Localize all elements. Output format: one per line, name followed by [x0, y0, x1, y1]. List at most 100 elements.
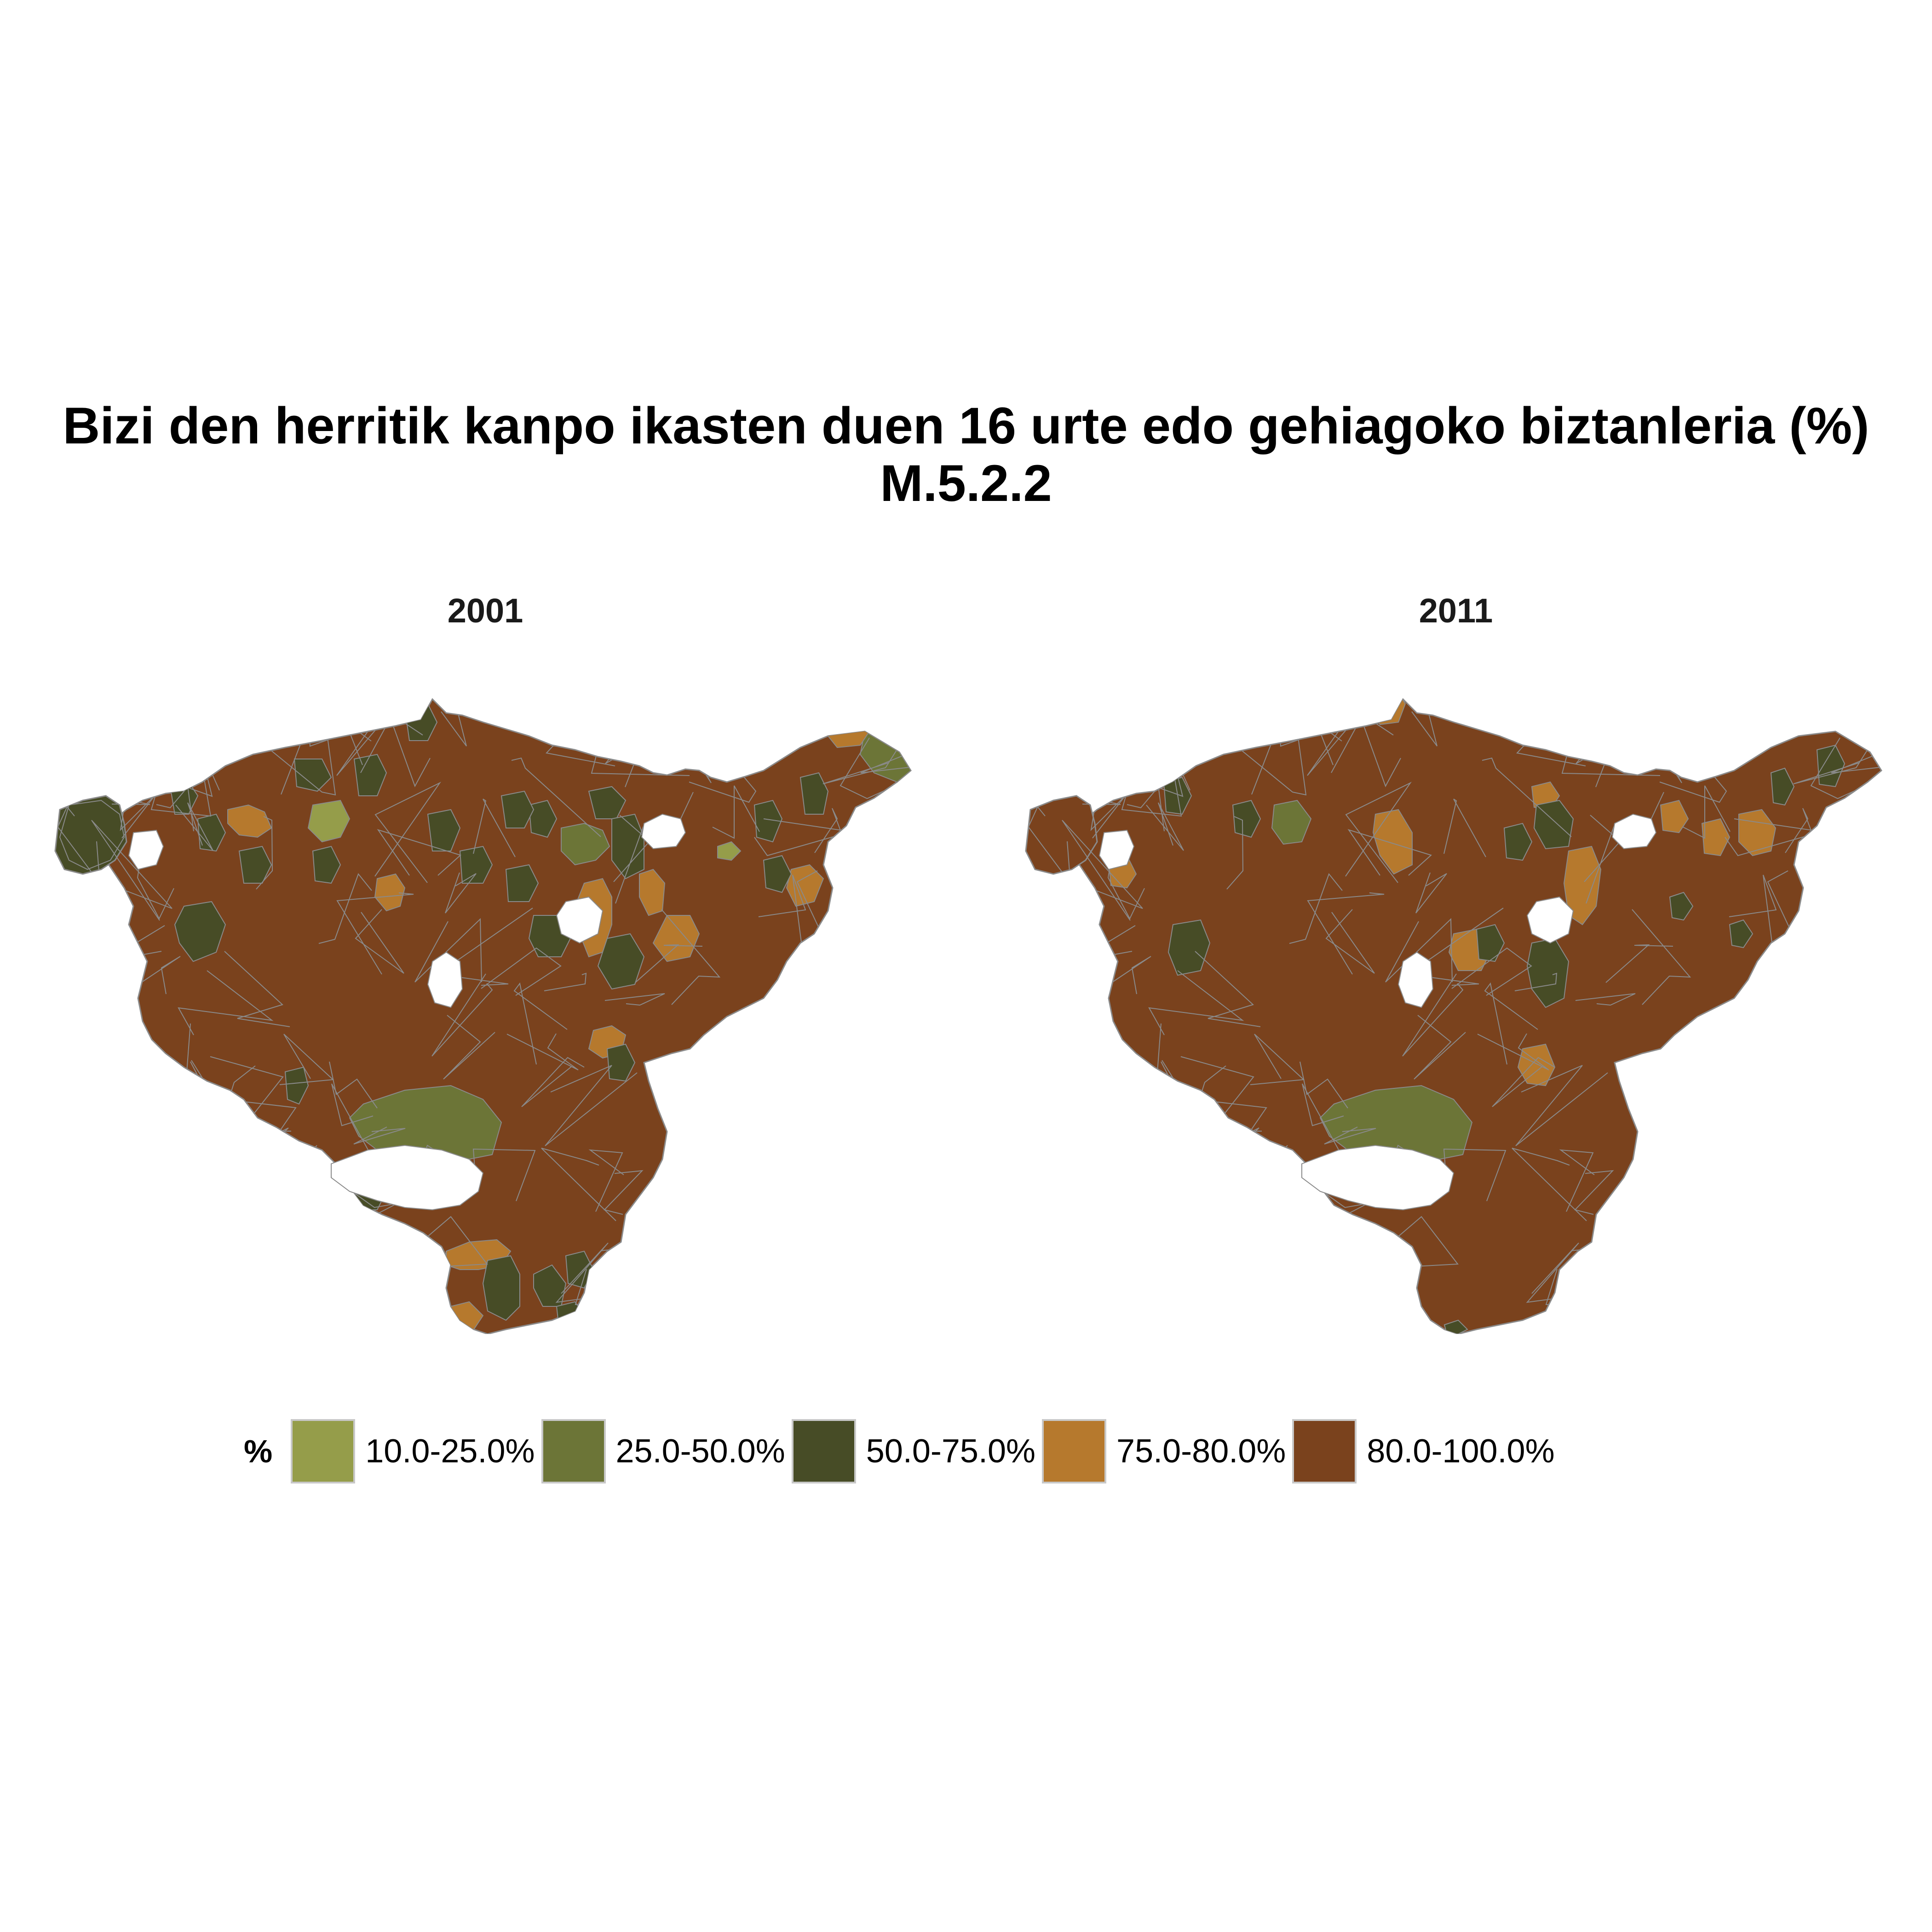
- municipality-border: [853, 847, 911, 915]
- municipality: [799, 772, 829, 815]
- municipality-border: [1632, 909, 1691, 1005]
- municipality-border: [1776, 998, 1818, 1047]
- municipality-border: [264, 1263, 334, 1322]
- municipality-border: [1076, 1033, 1129, 1116]
- municipality-border: [1179, 1172, 1258, 1256]
- municipality-border: [1302, 1083, 1345, 1161]
- municipality-border: [1111, 1218, 1200, 1282]
- municipality-border: [1659, 769, 1727, 803]
- municipality-border: [279, 1034, 334, 1085]
- municipality: [1770, 767, 1795, 806]
- municipality-border: [870, 1138, 911, 1210]
- municipality-border: [1605, 944, 1673, 983]
- municipality: [284, 1066, 309, 1105]
- legend-title: %: [244, 1433, 273, 1469]
- municipality-border: [1415, 872, 1447, 914]
- municipality-border: [353, 1127, 406, 1144]
- municipality: [312, 845, 341, 884]
- municipality: [753, 799, 783, 843]
- map-panel-2001: [54, 698, 912, 1334]
- municipality-border: [473, 799, 516, 857]
- municipality-border: [1104, 956, 1151, 995]
- municipality-border: [1858, 903, 1881, 996]
- municipality-border: [1791, 972, 1820, 1008]
- legend-item: 80.0-100.0%: [1292, 1419, 1555, 1484]
- municipality-border: [689, 769, 757, 803]
- municipality-border: [821, 972, 850, 1008]
- municipality-border: [1079, 1160, 1169, 1234]
- map-hole: [1098, 829, 1135, 870]
- legend-item: 75.0-80.0%: [1042, 1419, 1286, 1484]
- municipality: [227, 804, 272, 838]
- municipality-border: [799, 1188, 868, 1246]
- legend-label: 75.0-80.0%: [1116, 1433, 1286, 1470]
- municipality-border: [146, 1119, 179, 1213]
- municipality-border: [282, 1247, 327, 1315]
- municipality-border: [1853, 699, 1881, 721]
- municipality-border: [1574, 1170, 1614, 1215]
- legend-label: 25.0-50.0%: [615, 1433, 785, 1470]
- municipality-border: [1849, 857, 1869, 919]
- municipality-border: [108, 1160, 199, 1234]
- municipality-border: [1205, 1127, 1259, 1202]
- municipality-border: [604, 993, 665, 1006]
- municipality-border: [1407, 908, 1504, 986]
- municipality-border: [859, 819, 911, 896]
- map-title: Bizi den herritik kanpo ikasten duen 16 …: [63, 397, 1869, 454]
- municipality: [374, 873, 406, 912]
- municipality-border: [661, 909, 721, 1005]
- municipality-border: [1686, 1122, 1774, 1161]
- municipality-border: [780, 1210, 859, 1304]
- municipality-border: [377, 829, 461, 876]
- municipality-border: [541, 1148, 616, 1221]
- municipality-border: [1116, 1119, 1150, 1213]
- municipality-border: [891, 1172, 911, 1220]
- municipality-border: [1554, 699, 1583, 723]
- municipality-border: [1115, 1105, 1167, 1153]
- municipality-border: [106, 699, 166, 718]
- municipality-border: [137, 868, 174, 920]
- municipality-border: [1135, 699, 1221, 748]
- legend-item: 10.0-25.0%: [291, 1419, 535, 1484]
- municipality-border: [679, 1060, 746, 1118]
- municipality-border: [830, 1089, 875, 1140]
- municipality-border: [713, 1129, 810, 1173]
- municipality-border: [1415, 699, 1460, 707]
- municipality-border: [1414, 1015, 1466, 1080]
- municipality-border: [1571, 1242, 1644, 1316]
- municipality-border: [700, 1231, 768, 1311]
- municipality: [307, 799, 351, 843]
- region-base: [100, 698, 912, 1334]
- municipality-border: [504, 699, 538, 705]
- municipality-border: [1146, 802, 1184, 851]
- municipality-border: [1728, 1123, 1791, 1210]
- municipality-border: [729, 1131, 815, 1207]
- map-hole: [1526, 896, 1574, 944]
- municipality-border: [1402, 973, 1464, 1057]
- legend-swatch: [1292, 1419, 1357, 1484]
- map-hole: [556, 896, 604, 944]
- municipality-border: [513, 699, 563, 730]
- municipality-border: [1059, 1114, 1113, 1167]
- municipality-border: [882, 1133, 911, 1192]
- municipality-border: [1107, 868, 1145, 920]
- municipality-border: [329, 1061, 378, 1109]
- map-hole: [1611, 813, 1657, 850]
- municipality-border: [588, 1149, 624, 1212]
- municipality-border: [431, 973, 493, 1057]
- municipality-border: [1575, 1270, 1661, 1313]
- legend-swatch: [1042, 1419, 1107, 1484]
- map-hole: [128, 829, 164, 870]
- municipality: [859, 730, 911, 783]
- municipality-border: [1477, 1033, 1549, 1070]
- municipality: [556, 1301, 585, 1330]
- legend-item: 25.0-50.0%: [541, 1419, 785, 1484]
- municipality: [1476, 924, 1505, 962]
- municipality-border: [445, 872, 477, 914]
- municipality-border: [583, 699, 613, 723]
- municipality: [763, 855, 792, 893]
- municipality: [459, 845, 493, 884]
- municipality-border: [387, 711, 431, 788]
- municipality-border: [1307, 892, 1385, 975]
- municipality-border: [1683, 1129, 1780, 1173]
